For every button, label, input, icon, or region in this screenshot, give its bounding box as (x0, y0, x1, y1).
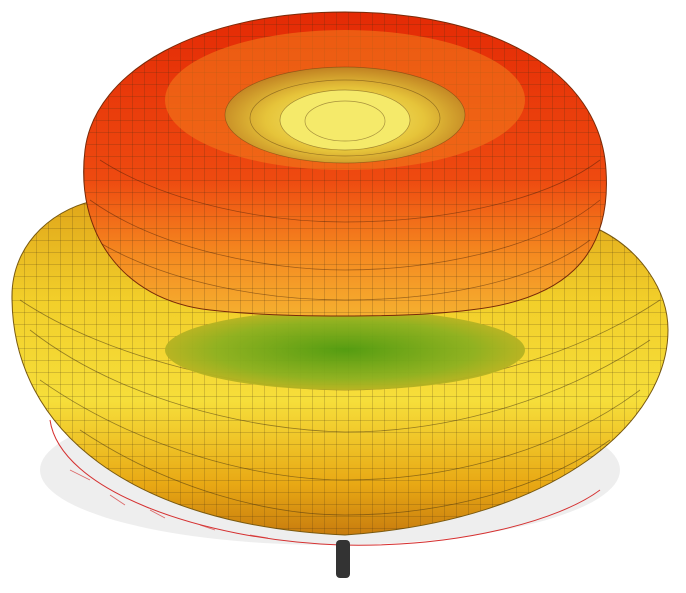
core-region (165, 310, 525, 390)
inner-cone (165, 30, 525, 170)
stem (336, 540, 350, 578)
